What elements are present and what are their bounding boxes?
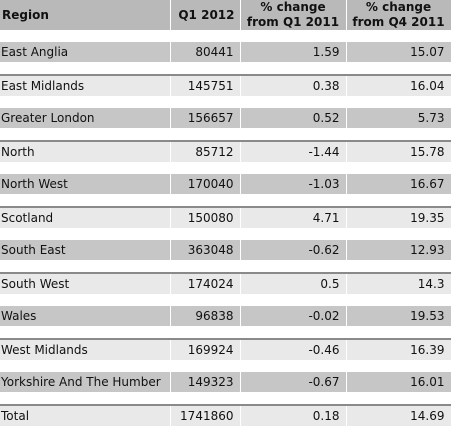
header-change-q4-line1: % change <box>365 0 432 14</box>
cell-q1-2012: 150080 <box>170 206 241 228</box>
table-row: South West 174024 0.5 14.3 <box>0 272 451 294</box>
cell-region: West Midlands <box>0 338 171 360</box>
header-change-q4-line2: from Q4 2011 <box>352 15 445 29</box>
cell-change-q4: 19.35 <box>346 206 451 228</box>
cell-change-q1: 0.38 <box>240 74 347 96</box>
cell-q1-2012: 363048 <box>170 240 241 260</box>
cell-change-q1: -0.67 <box>240 372 347 392</box>
header-region: Region <box>0 0 171 30</box>
table-row: North West 170040 -1.03 16.67 <box>0 174 451 194</box>
cell-change-q4: 16.67 <box>346 174 451 194</box>
cell-q1-2012: 145751 <box>170 74 241 96</box>
cell-change-q1: 1.59 <box>240 42 347 62</box>
header-change-q1-2011: % change from Q1 2011 <box>240 0 347 30</box>
cell-change-q4: 16.04 <box>346 74 451 96</box>
table-row: East Midlands 145751 0.38 16.04 <box>0 74 451 96</box>
cell-q1-2012: 96838 <box>170 306 241 326</box>
cell-region: North <box>0 140 171 162</box>
cell-region: Wales <box>0 306 171 326</box>
cell-change-q4: 19.53 <box>346 306 451 326</box>
cell-q1-2012: 156657 <box>170 108 241 128</box>
cell-q1-2012: 170040 <box>170 174 241 194</box>
cell-region-total: Total <box>0 404 171 426</box>
cell-change-q1: -0.62 <box>240 240 347 260</box>
cell-region: South East <box>0 240 171 260</box>
cell-region: South West <box>0 272 171 294</box>
cell-q1-2012: 149323 <box>170 372 241 392</box>
cell-change-q4: 14.3 <box>346 272 451 294</box>
cell-change-q4: 12.93 <box>346 240 451 260</box>
table-row: South East 363048 -0.62 12.93 <box>0 240 451 260</box>
cell-change-q1: -1.44 <box>240 140 347 162</box>
cell-region: East Midlands <box>0 74 171 96</box>
header-change-q1-line2: from Q1 2011 <box>246 15 340 29</box>
header-change-q1-line1: % change <box>260 0 326 14</box>
cell-change-q1: -1.03 <box>240 174 347 194</box>
cell-change-q1: 0.5 <box>240 272 347 294</box>
header-q1-2012: Q1 2012 <box>170 0 241 30</box>
total-row: Total 1741860 0.18 14.69 <box>0 404 451 426</box>
cell-change-q1: 0.52 <box>240 108 347 128</box>
table-row: Yorkshire And The Humber 149323 -0.67 16… <box>0 372 451 392</box>
table-row: East Anglia 80441 1.59 15.07 <box>0 42 451 62</box>
header-row: Region Q1 2012 % change from Q1 2011 % c… <box>0 0 451 30</box>
cell-q1-2012: 85712 <box>170 140 241 162</box>
cell-q1-2012-total: 1741860 <box>170 404 241 426</box>
cell-change-q1: 4.71 <box>240 206 347 228</box>
cell-change-q1-total: 0.18 <box>240 404 347 426</box>
cell-change-q4: 15.07 <box>346 42 451 62</box>
cell-region: Scotland <box>0 206 171 228</box>
cell-change-q4: 5.73 <box>346 108 451 128</box>
cell-region: Greater London <box>0 108 171 128</box>
table-row: North 85712 -1.44 15.78 <box>0 140 451 162</box>
cell-region: North West <box>0 174 171 194</box>
table-row: Scotland 150080 4.71 19.35 <box>0 206 451 228</box>
cell-change-q4: 15.78 <box>346 140 451 162</box>
cell-q1-2012: 169924 <box>170 338 241 360</box>
table-row: West Midlands 169924 -0.46 16.39 <box>0 338 451 360</box>
cell-region: East Anglia <box>0 42 171 62</box>
table-row: Wales 96838 -0.02 19.53 <box>0 306 451 326</box>
header-change-q4-2011: % change from Q4 2011 <box>346 0 451 30</box>
cell-change-q4-total: 14.69 <box>346 404 451 426</box>
cell-change-q1: -0.02 <box>240 306 347 326</box>
table-row: Greater London 156657 0.52 5.73 <box>0 108 451 128</box>
cell-change-q4: 16.39 <box>346 338 451 360</box>
cell-change-q4: 16.01 <box>346 372 451 392</box>
cell-change-q1: -0.46 <box>240 338 347 360</box>
cell-q1-2012: 80441 <box>170 42 241 62</box>
cell-q1-2012: 174024 <box>170 272 241 294</box>
cell-region: Yorkshire And The Humber <box>0 372 171 392</box>
